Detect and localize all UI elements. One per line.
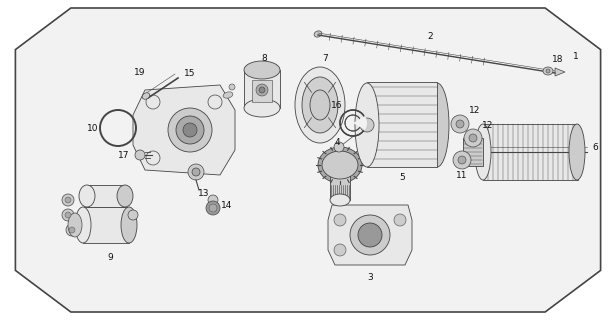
Polygon shape — [15, 8, 601, 312]
Text: 12: 12 — [482, 121, 493, 130]
Ellipse shape — [68, 213, 82, 237]
Ellipse shape — [569, 124, 585, 180]
Ellipse shape — [142, 93, 150, 99]
Bar — [483, 124, 578, 180]
Circle shape — [259, 87, 265, 93]
Bar — [87, 185, 125, 207]
Circle shape — [209, 204, 217, 212]
Circle shape — [360, 118, 374, 132]
Text: 9: 9 — [107, 252, 113, 261]
Text: 11: 11 — [456, 171, 468, 180]
Bar — [330, 165, 350, 200]
Circle shape — [168, 108, 212, 152]
Text: 2: 2 — [427, 31, 433, 41]
Circle shape — [464, 129, 482, 147]
Text: 15: 15 — [184, 68, 196, 77]
Ellipse shape — [223, 92, 233, 98]
Circle shape — [334, 214, 346, 226]
Text: 16: 16 — [331, 100, 342, 109]
Ellipse shape — [310, 90, 330, 120]
Bar — [83, 207, 129, 243]
Circle shape — [65, 197, 71, 203]
Text: 12: 12 — [469, 106, 480, 115]
Bar — [244, 70, 280, 108]
Circle shape — [188, 164, 204, 180]
Bar — [367, 82, 437, 167]
Text: 17: 17 — [118, 150, 130, 159]
Ellipse shape — [543, 67, 553, 75]
Circle shape — [62, 209, 74, 221]
Ellipse shape — [121, 207, 137, 243]
Circle shape — [62, 194, 74, 206]
Circle shape — [469, 134, 477, 142]
Circle shape — [451, 115, 469, 133]
Text: 13: 13 — [198, 189, 210, 198]
Text: 5: 5 — [399, 172, 405, 181]
Circle shape — [66, 224, 78, 236]
Circle shape — [334, 244, 346, 256]
Text: 4: 4 — [334, 138, 340, 147]
Ellipse shape — [302, 77, 338, 133]
Text: 10: 10 — [87, 124, 99, 132]
Text: 8: 8 — [261, 53, 267, 62]
Ellipse shape — [75, 207, 91, 243]
Ellipse shape — [350, 215, 390, 255]
Ellipse shape — [322, 151, 358, 179]
Polygon shape — [555, 68, 565, 76]
Text: 3: 3 — [367, 274, 373, 283]
Circle shape — [229, 84, 235, 90]
Circle shape — [128, 210, 138, 220]
Text: 14: 14 — [221, 202, 233, 211]
Ellipse shape — [358, 223, 382, 247]
Circle shape — [69, 227, 75, 233]
Bar — [463, 138, 483, 166]
Polygon shape — [133, 85, 235, 175]
Ellipse shape — [295, 67, 345, 143]
Circle shape — [456, 120, 464, 128]
Ellipse shape — [117, 185, 133, 207]
Bar — [252, 80, 272, 102]
Text: 7: 7 — [322, 53, 328, 62]
Circle shape — [208, 95, 222, 109]
Circle shape — [135, 150, 145, 160]
Circle shape — [458, 156, 466, 164]
Ellipse shape — [79, 185, 95, 207]
Text: 18: 18 — [553, 54, 564, 63]
Circle shape — [192, 168, 200, 176]
Circle shape — [146, 151, 160, 165]
Text: 6: 6 — [592, 142, 598, 151]
Ellipse shape — [318, 147, 362, 183]
Text: 1: 1 — [573, 52, 579, 60]
Circle shape — [65, 212, 71, 218]
Ellipse shape — [314, 31, 322, 37]
Circle shape — [394, 214, 406, 226]
Circle shape — [146, 95, 160, 109]
Ellipse shape — [330, 194, 350, 206]
Ellipse shape — [244, 61, 280, 79]
Circle shape — [453, 151, 471, 169]
Ellipse shape — [425, 83, 449, 167]
Ellipse shape — [546, 69, 550, 73]
Wedge shape — [353, 116, 367, 130]
Ellipse shape — [355, 83, 379, 167]
Circle shape — [334, 142, 344, 152]
Circle shape — [256, 84, 268, 96]
Ellipse shape — [475, 124, 491, 180]
Text: 19: 19 — [134, 68, 146, 76]
Circle shape — [206, 201, 220, 215]
Circle shape — [208, 195, 218, 205]
Circle shape — [183, 123, 197, 137]
Circle shape — [176, 116, 204, 144]
Polygon shape — [328, 205, 412, 265]
Ellipse shape — [244, 99, 280, 117]
